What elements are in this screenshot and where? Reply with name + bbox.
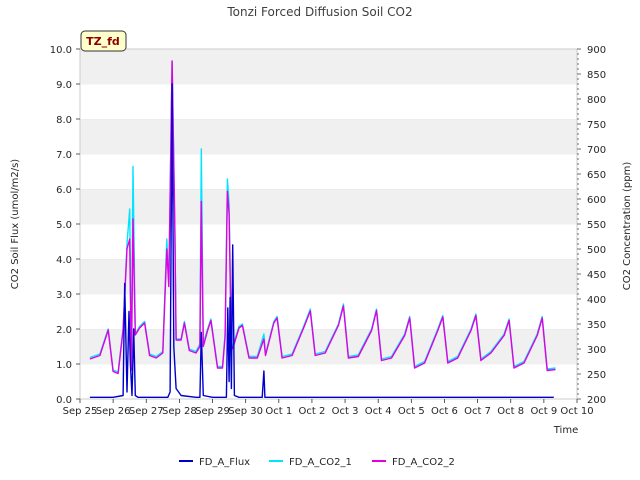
grid-band (80, 84, 577, 119)
chart-title: Tonzi Forced Diffusion Soil CO2 (226, 5, 412, 19)
grid-band (80, 119, 577, 154)
x-tick-label: Oct 3 (332, 406, 359, 417)
right-tick-label: 400 (587, 295, 606, 306)
right-tick-label: 300 (587, 345, 606, 356)
grid-band (80, 224, 577, 259)
right-tick-label: 500 (587, 245, 606, 256)
right-tick-label: 450 (587, 270, 606, 281)
x-tick-label: Oct 8 (497, 406, 524, 417)
left-tick-label: 0.0 (56, 395, 72, 406)
x-axis-title: Time (553, 425, 578, 436)
x-tick-label: Sep 28 (162, 406, 197, 417)
right-tick-label: 650 (587, 170, 606, 181)
x-tick-label: Oct 6 (431, 406, 458, 417)
left-tick-label: 4.0 (56, 255, 72, 266)
right-tick-label: 700 (587, 145, 606, 156)
legend-label-co2-2: FD_A_CO2_2 (392, 457, 455, 468)
grid-bands (80, 48, 577, 399)
left-axis-title: CO2 Soil Flux (umol/m2/s) (10, 159, 21, 289)
right-axis-title: CO2 Concentration (ppm) (622, 162, 633, 291)
x-tick-label: Sep 26 (96, 406, 131, 417)
x-tick-label: Oct 7 (464, 406, 491, 417)
left-tick-label: 8.0 (56, 115, 72, 126)
left-tick-label: 9.0 (56, 80, 72, 91)
x-tick-label: Oct 4 (365, 406, 392, 417)
right-tick-label: 850 (587, 70, 606, 81)
legend: FD_A_Flux FD_A_CO2_1 FD_A_CO2_2 (179, 457, 455, 468)
left-tick-label: 1.0 (56, 360, 72, 371)
site-label: TZ_fd (86, 35, 120, 48)
x-tick-label: Oct 10 (560, 406, 593, 417)
left-tick-label: 6.0 (56, 185, 72, 196)
right-tick-label: 750 (587, 120, 606, 131)
x-tick-label: Oct 2 (299, 406, 326, 417)
series-layer (89, 60, 556, 398)
left-tick-label: 7.0 (56, 150, 72, 161)
right-y-axis: 200 250 300 350 400 450 500 550 600 650 700 750 800 8… (577, 45, 606, 406)
series-line-fd-a-flux (89, 83, 554, 398)
x-tick-label: Oct 9 (530, 406, 557, 417)
x-tick-label: Sep 30 (228, 406, 263, 417)
series-line-fd-a-co2-2 (89, 60, 556, 375)
site-label-box (80, 30, 127, 52)
grid-band (80, 154, 577, 189)
legend-label-flux: FD_A_Flux (199, 457, 250, 468)
grid-band (80, 294, 577, 329)
x-tick-label: Sep 27 (129, 406, 164, 417)
grid-band (80, 259, 577, 294)
right-tick-label: 250 (587, 370, 606, 381)
grid-band (80, 49, 577, 84)
right-tick-label: 800 (587, 95, 606, 106)
grid-band (80, 189, 577, 224)
right-tick-label: 350 (587, 320, 606, 331)
right-tick-label: 550 (587, 220, 606, 231)
left-tick-label: 3.0 (56, 290, 72, 301)
x-tick-label: Oct 1 (265, 406, 292, 417)
x-tick-label: Sep 29 (195, 406, 230, 417)
left-y-axis: 0.0 1.0 2.0 3.0 4.0 5.0 6.0 7.0 8.0 9.0 10.0 (50, 45, 80, 406)
left-tick-label: 5.0 (56, 220, 72, 231)
left-tick-label: 10.0 (50, 45, 72, 56)
right-tick-label: 900 (587, 45, 606, 56)
grid-band (80, 364, 577, 399)
right-tick-label: 600 (587, 195, 606, 206)
x-tick-label: Sep 25 (63, 406, 98, 417)
x-tick-label: Oct 5 (398, 406, 425, 417)
legend-label-co2-1: FD_A_CO2_1 (289, 457, 352, 468)
left-tick-label: 2.0 (56, 325, 72, 336)
right-tick-label: 200 (587, 395, 606, 406)
